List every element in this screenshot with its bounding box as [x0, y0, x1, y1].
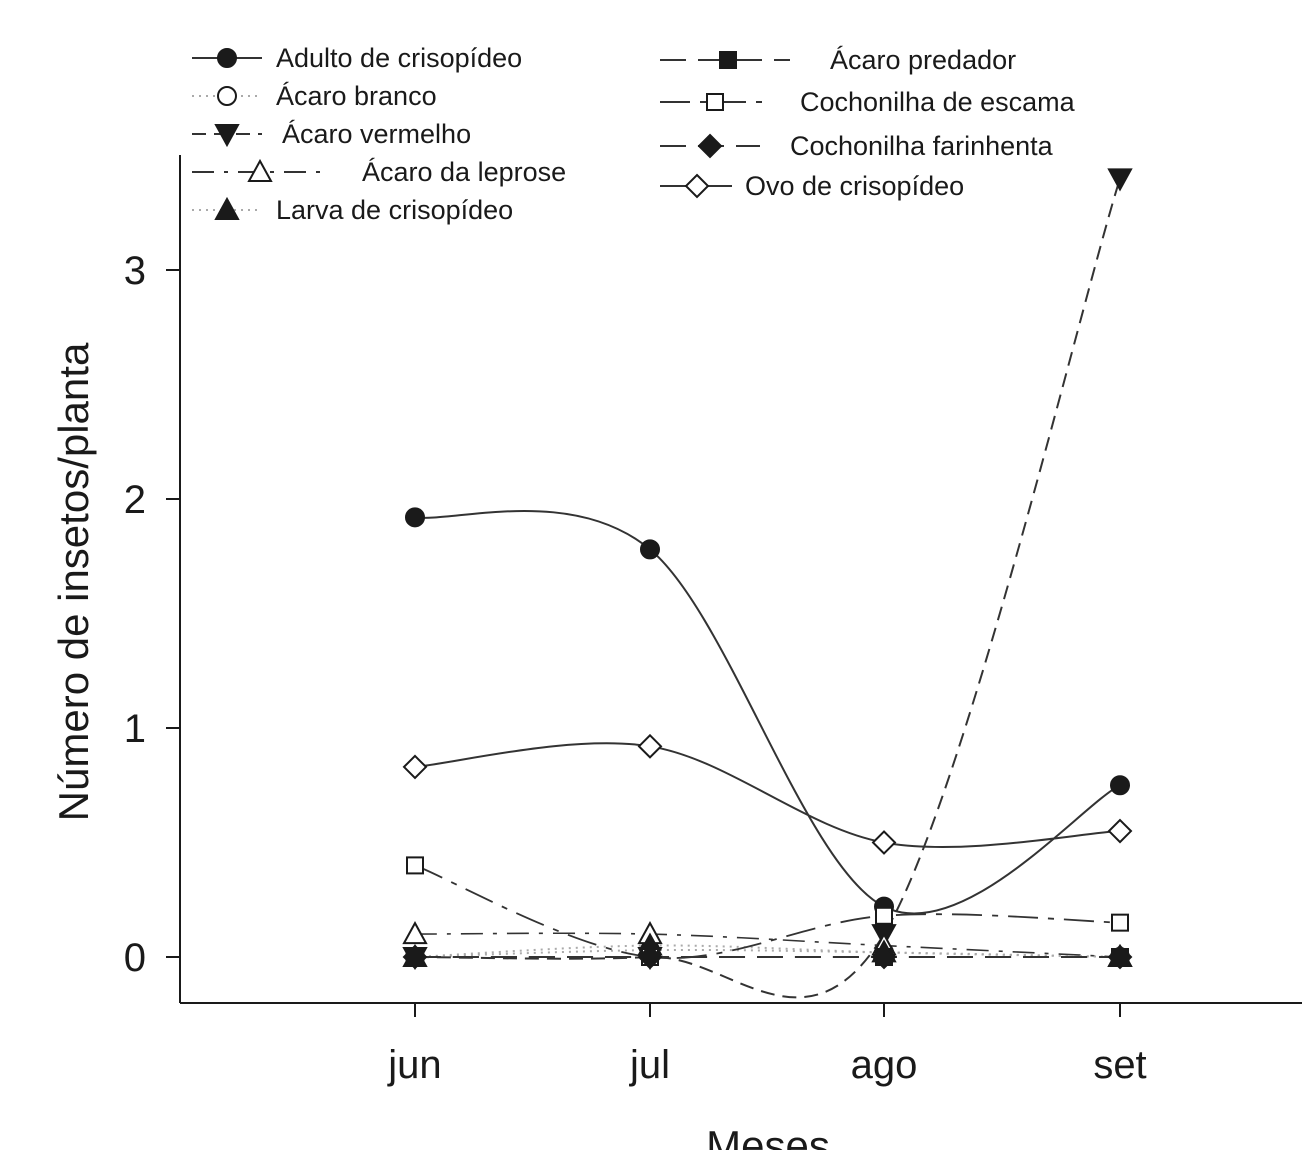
data-point-adulto-de-crisopideo — [1110, 775, 1130, 796]
data-point-ovo-de-crisopideo — [871, 830, 897, 855]
legend-marker — [697, 133, 723, 159]
legend-label: Ácaro branco — [276, 81, 437, 111]
series-lines — [414, 178, 1121, 999]
data-point-adulto-de-crisopideo — [640, 539, 660, 560]
series-markers — [402, 168, 1133, 971]
data-point-cochonilha-farinhenta — [402, 944, 428, 970]
legend-marker — [247, 158, 273, 182]
legend-item-acaro-vermelho: Ácaro vermelho — [192, 119, 471, 149]
legend-marker — [214, 196, 240, 220]
series-line-cochonilha-de-escama — [414, 864, 1121, 959]
y-axis-label: Número de insetos/planta — [50, 342, 97, 821]
legend-label: Ácaro vermelho — [282, 119, 471, 149]
series-line-adulto-de-crisopideo — [414, 509, 1121, 915]
series-line-acaro-vermelho — [414, 178, 1121, 999]
legend-label: Ácaro predador — [830, 45, 1016, 75]
legend-marker — [214, 124, 240, 148]
data-point-cochonilha-farinhenta — [871, 944, 897, 970]
legend-item-ovo-de-crisopideo: Ovo de crisopídeo — [660, 171, 964, 201]
legend-marker — [217, 86, 237, 106]
x-tick-label: jul — [629, 1043, 670, 1087]
data-point-adulto-de-crisopideo — [405, 507, 425, 528]
x-tick-label: jun — [387, 1043, 441, 1087]
data-point-cochonilha-de-escama — [406, 856, 424, 875]
legend-label: Ácaro da leprose — [362, 157, 566, 187]
legend-item-acaro-branco: Ácaro branco — [192, 81, 437, 111]
legend-label: Adulto de crisopídeo — [276, 43, 522, 73]
legend-marker — [706, 93, 724, 111]
data-point-ovo-de-crisopideo — [1107, 818, 1133, 844]
data-point-ovo-de-crisopideo — [637, 733, 663, 759]
legend-item-cochonilha-farinhenta: Cochonilha farinhenta — [660, 131, 1054, 161]
series-line-ovo-de-crisopideo — [414, 742, 1121, 848]
plot-area — [402, 168, 1133, 999]
y-tick-label: 2 — [124, 478, 146, 522]
data-point-cochonilha-de-escama — [1111, 913, 1129, 932]
x-tick-label: ago — [851, 1043, 918, 1087]
legend: Adulto de crisopídeo Ácaro branco Ácaro ve… — [192, 43, 1076, 225]
legend-marker — [719, 51, 737, 69]
legend-item-cochonilha-de-escama: Cochonilha de escama — [660, 87, 1076, 117]
legend-item-acaro-da-leprose: Ácaro da leprose — [192, 157, 566, 187]
legend-marker — [684, 173, 710, 199]
legend-label: Ovo de crisopídeo — [745, 171, 964, 201]
legend-marker — [217, 48, 237, 68]
y-tick-label: 3 — [124, 249, 146, 293]
y-tick-label: 0 — [124, 936, 146, 980]
legend-item-adulto-de-crisopideo: Adulto de crisopídeo — [192, 43, 522, 73]
x-axis-label: Meses — [706, 1122, 830, 1150]
legend-item-larva-de-crisopideo: Larva de crisopídeo — [192, 195, 513, 225]
series-line-larva-de-crisopideo — [414, 944, 1121, 958]
data-point-cochonilha-de-escama — [875, 906, 893, 925]
legend-label: Larva de crisopídeo — [276, 195, 513, 225]
data-point-cochonilha-farinhenta — [1107, 944, 1133, 970]
data-point-acaro-da-leprose — [402, 921, 428, 945]
legend-label: Cochonilha farinhenta — [790, 131, 1054, 161]
data-point-acaro-vermelho — [1107, 168, 1133, 192]
y-tick-label: 1 — [124, 707, 146, 751]
legend-label: Cochonilha de escama — [800, 87, 1076, 117]
axes: 0 1 2 3 jun jul ago set — [124, 155, 1302, 1087]
series-line-acaro-da-leprose — [414, 932, 1121, 958]
data-point-ovo-de-crisopideo — [402, 754, 428, 780]
data-point-cochonilha-farinhenta — [637, 944, 663, 970]
legend-item-acaro-predador: Ácaro predador — [660, 45, 1016, 75]
x-tick-label: set — [1093, 1043, 1146, 1087]
